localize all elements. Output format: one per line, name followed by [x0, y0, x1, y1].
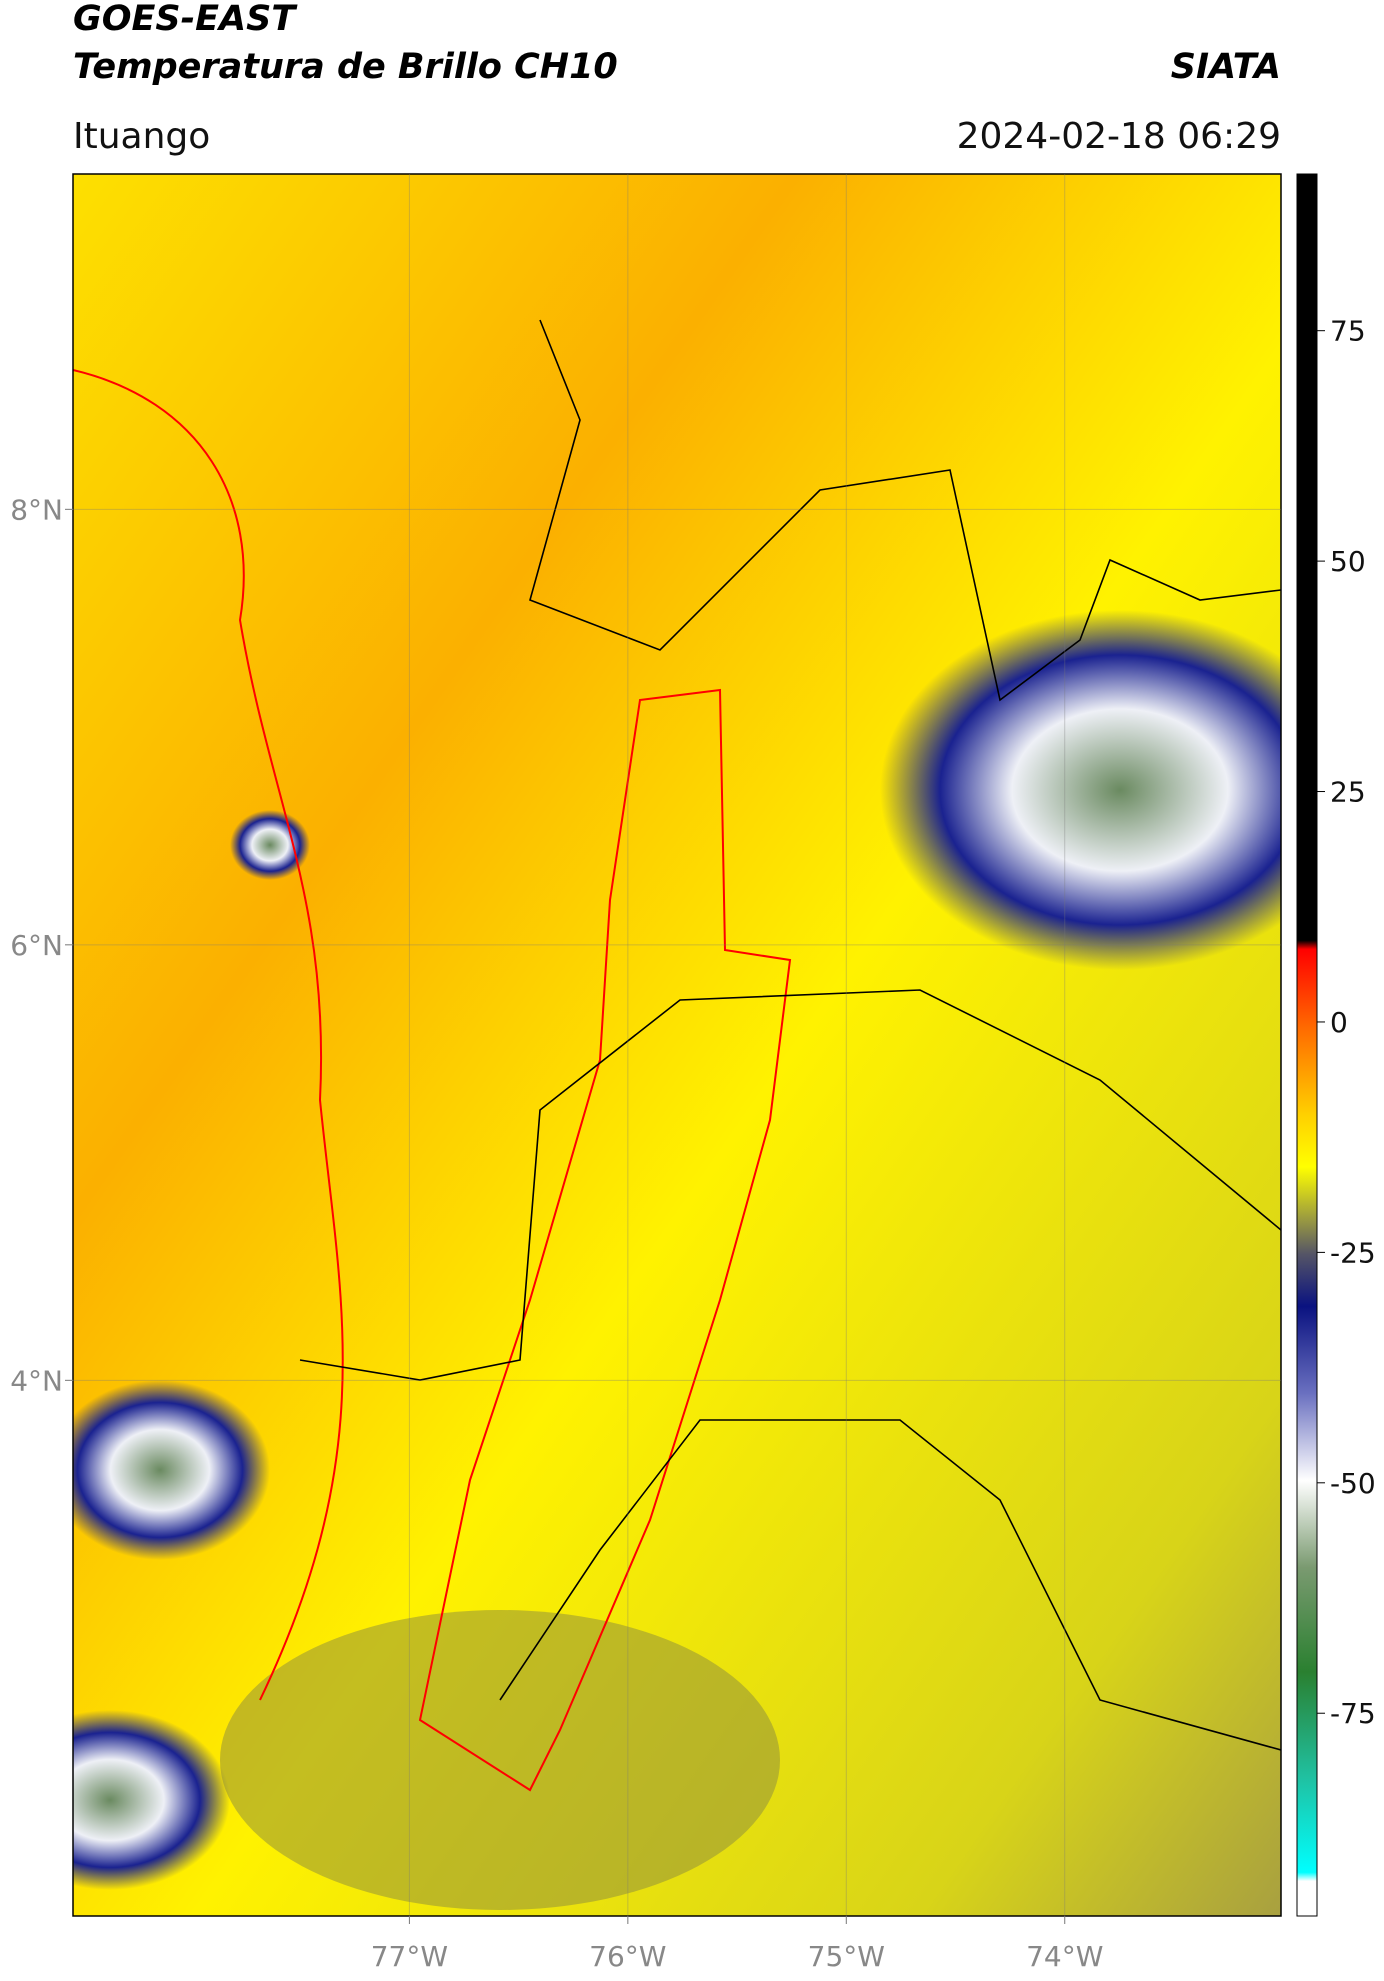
location: Ituango [73, 116, 210, 157]
x-tick-label: 75°W [808, 1940, 885, 1973]
map-image [73, 174, 1281, 1916]
colorbar-tick-label: 75 [1330, 315, 1366, 348]
map-frame [72, 173, 1282, 1917]
colorbar-tick-label: -50 [1330, 1467, 1376, 1500]
product: Temperatura de Brillo CH10 [73, 47, 618, 87]
colorbar-tick-label: 50 [1330, 545, 1366, 578]
y-tick-label: 8°N [10, 493, 63, 526]
x-tick-label: 76°W [589, 1940, 666, 1973]
y-tick-label: 6°N [10, 929, 63, 962]
satellite: GOES-EAST [73, 0, 298, 39]
colorbar-tick-label: -75 [1330, 1697, 1376, 1730]
colorbar-tick-label: 25 [1330, 776, 1366, 809]
x-tick-label: 74°W [1026, 1940, 1103, 1973]
colorbar [1296, 173, 1318, 1917]
x-tick-label: 77°W [371, 1940, 448, 1973]
colorbar-tick-label: 0 [1330, 1006, 1348, 1039]
y-tick-label: 4°N [10, 1364, 63, 1397]
colorbar-tick-label: -25 [1330, 1236, 1376, 1269]
agency: SIATA [1171, 47, 1281, 87]
datetime: 2024-02-18 06:29 [957, 116, 1281, 157]
